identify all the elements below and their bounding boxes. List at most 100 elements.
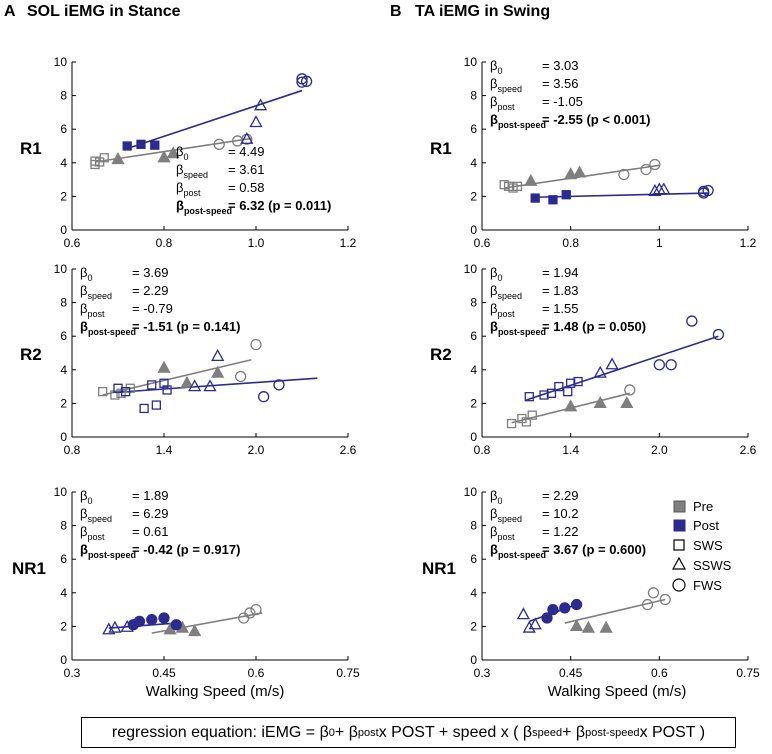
coef-label: βspeed bbox=[176, 162, 208, 180]
x-tick-label: 0.75 bbox=[336, 666, 360, 680]
panel-sol-r2: 0 2 4 6 8 10 0.8 1.4 2.0 2.6 β0 = 3.69 βspeed = 2.29 β… bbox=[54, 262, 357, 457]
data-point-post-circle bbox=[170, 619, 182, 631]
y-tick-label: 8 bbox=[60, 89, 67, 103]
fit-line-post bbox=[535, 192, 709, 199]
y-tick-label: 4 bbox=[60, 586, 67, 600]
data-point-pre-square bbox=[527, 410, 537, 420]
data-point-pre-triangle bbox=[111, 152, 125, 165]
coef-value: = -1.05 bbox=[542, 94, 583, 109]
data-point-post-triangle bbox=[188, 379, 202, 392]
legend-post-label: Post bbox=[693, 518, 719, 533]
coef-label: βspeed bbox=[490, 283, 522, 301]
data-point-pre-circle bbox=[640, 163, 652, 176]
data-point-post-circle bbox=[702, 184, 714, 197]
y-tick-label: 8 bbox=[60, 519, 67, 533]
legend-post-swatch bbox=[673, 519, 686, 532]
coef-value: = 2.29 bbox=[132, 283, 169, 298]
y-tick-label: 6 bbox=[60, 329, 67, 343]
data-point-post-square bbox=[162, 385, 172, 395]
y-tick-label: 0 bbox=[470, 653, 477, 667]
data-point-post-square bbox=[573, 376, 583, 387]
x-tick-label: 1.2 bbox=[740, 236, 757, 250]
eq-sub-2: post bbox=[357, 726, 379, 739]
data-point-post-square bbox=[530, 193, 540, 203]
x-tick-label: 1.4 bbox=[562, 443, 579, 457]
x-axis-label-b: Walking Speed (m/s) bbox=[548, 683, 687, 700]
coef-label: β0 bbox=[490, 58, 503, 76]
legend-ssws-label: SSWS bbox=[693, 558, 732, 573]
y-tick-label: 2 bbox=[470, 619, 477, 633]
coef-value: = -0.79 bbox=[132, 301, 173, 316]
column-title-b: TA iEMG in Swing bbox=[415, 3, 550, 20]
x-tick-label: 0.6 bbox=[64, 236, 81, 250]
data-point-post-triangle bbox=[108, 620, 122, 633]
coef-label: βspeed bbox=[490, 506, 522, 524]
eq-part-4: + β bbox=[562, 723, 586, 741]
data-point-pre-triangle bbox=[524, 173, 538, 186]
y-tick-label: 10 bbox=[54, 262, 68, 276]
coef-label: β0 bbox=[80, 265, 93, 283]
coef-label: βspeed bbox=[80, 283, 112, 301]
y-tick-label: 8 bbox=[470, 89, 477, 103]
coef-value: = 3.61 bbox=[228, 162, 265, 177]
data-point-post-circle bbox=[698, 185, 710, 198]
data-point-pre-circle bbox=[647, 587, 660, 599]
x-tick-label: 1.2 bbox=[340, 236, 357, 250]
coef-value: = 3.67 (p = 0.600) bbox=[542, 542, 646, 557]
y-tick-label: 6 bbox=[470, 122, 477, 136]
coef-label: βpost bbox=[490, 94, 515, 112]
data-point-post-square bbox=[524, 392, 534, 402]
fit-line-pre bbox=[102, 358, 252, 396]
coef-value: = 10.2 bbox=[542, 506, 579, 521]
x-tick-label: 0.8 bbox=[64, 443, 81, 457]
data-point-post-square bbox=[136, 139, 146, 149]
data-point-post-square bbox=[548, 195, 558, 205]
data-point-post-triangle bbox=[516, 607, 530, 620]
coef-label: β0 bbox=[80, 488, 93, 506]
data-point-post-circle bbox=[146, 614, 158, 626]
y-tick-label: 8 bbox=[60, 296, 67, 310]
y-tick-label: 6 bbox=[470, 329, 477, 343]
data-point-post-square bbox=[159, 378, 169, 388]
data-point-post-triangle bbox=[528, 617, 542, 630]
data-point-post-circle bbox=[296, 76, 308, 88]
coef-value: = 1.89 bbox=[132, 488, 169, 503]
data-point-post-triangle bbox=[593, 365, 607, 378]
y-tick-label: 10 bbox=[54, 485, 68, 499]
data-point-pre-circle bbox=[659, 593, 671, 606]
legend-triangle-icon bbox=[671, 556, 687, 570]
coef-value: = 1.94 bbox=[542, 265, 579, 280]
data-point-pre-triangle bbox=[564, 167, 578, 180]
x-tick-label: 0.75 bbox=[736, 666, 760, 680]
data-point-post-square bbox=[563, 386, 573, 397]
data-point-post-square bbox=[546, 388, 557, 398]
data-point-pre-triangle bbox=[188, 624, 202, 637]
y-tick-label: 10 bbox=[464, 262, 478, 276]
data-point-post-square bbox=[122, 141, 132, 151]
coef-label: βspeed bbox=[80, 506, 112, 524]
x-tick-label: 0.8 bbox=[562, 236, 579, 250]
y-tick-label: 2 bbox=[470, 396, 477, 410]
eq-sub-3: speed bbox=[532, 726, 563, 739]
x-tick-label: 1.0 bbox=[248, 236, 265, 250]
data-point-post-triangle bbox=[522, 620, 536, 633]
data-point-pre-circle bbox=[641, 598, 654, 611]
data-point-pre-triangle bbox=[166, 146, 180, 159]
coef-value: = -0.42 (p = 0.917) bbox=[132, 542, 240, 557]
data-point-post-circle bbox=[570, 598, 583, 611]
legend-pre-label: Pre bbox=[693, 499, 713, 514]
row-label-nr1-b: NR1 bbox=[422, 559, 456, 578]
x-tick-label: 0.8 bbox=[474, 443, 491, 457]
legend: Pre Post SWS SSWS FWS bbox=[671, 499, 732, 593]
data-point-post-triangle bbox=[211, 349, 225, 362]
data-point-post-triangle bbox=[254, 98, 268, 111]
x-tick-label: 0.6 bbox=[651, 666, 668, 680]
data-point-pre-circle bbox=[649, 158, 661, 171]
y-tick-label: 2 bbox=[470, 189, 477, 203]
coef-value: = 3.69 bbox=[132, 265, 169, 280]
x-tick-label: 0.8 bbox=[156, 236, 173, 250]
data-point-pre-circle bbox=[235, 370, 247, 383]
coef-label: βpost-speed bbox=[490, 542, 546, 560]
eq-part-1: regression equation: iEMG = β bbox=[111, 723, 329, 741]
